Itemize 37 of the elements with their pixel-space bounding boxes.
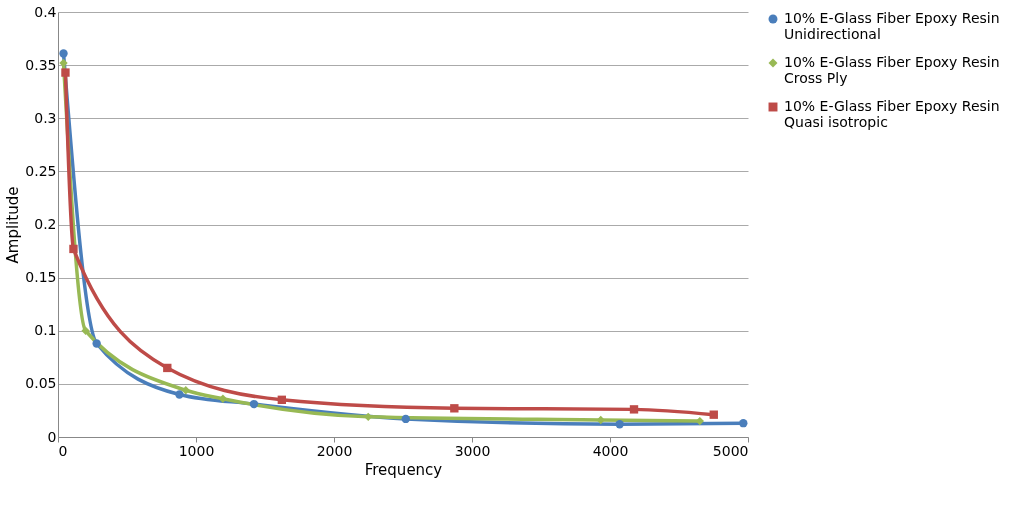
point (615, 420, 624, 429)
point (61, 68, 70, 77)
point (739, 419, 748, 428)
x-tick-label: 0 (58, 442, 68, 459)
point (59, 49, 68, 58)
legend-label: 10% E-Glass Fiber Epoxy Resin Unidirectional (784, 10, 1000, 42)
point (218, 394, 228, 403)
point (709, 410, 718, 419)
point (92, 339, 101, 348)
legend-label: 10% E-Glass Fiber Epoxy Resin Cross Ply (784, 54, 1000, 86)
point (249, 399, 259, 409)
y-tick-label: 0.35 (25, 56, 57, 73)
y-tick-label: 0 (47, 428, 57, 445)
point (277, 395, 287, 404)
x-tick-label: 3000 (454, 442, 491, 459)
y-tick-label: 0.3 (34, 109, 57, 126)
y-tick-label: 0.4 (34, 3, 57, 20)
point (181, 386, 190, 395)
point (163, 363, 172, 373)
legend-label: 10% E-Glass Fiber Epoxy Resin Quasi isotropic (784, 98, 1000, 130)
y-tick-label: 0.05 (25, 375, 57, 392)
x-tick-label: 2000 (316, 442, 353, 459)
y-tick-label: 0.1 (34, 322, 57, 339)
y-axis-title: Amplitude (4, 186, 23, 264)
x-tick-label: 1000 (178, 442, 215, 459)
point (450, 404, 459, 413)
point (629, 405, 639, 414)
point (175, 390, 184, 399)
point (81, 326, 90, 335)
x-axis-title: Frequency (364, 460, 443, 479)
point (69, 244, 78, 254)
y-tick-label: 0.15 (25, 269, 57, 286)
x-tick-label: 4000 (592, 442, 629, 459)
y-tick-label: 0.2 (34, 216, 57, 232)
y-tick-label: 0.25 (25, 162, 57, 179)
point (401, 414, 410, 424)
x-tick-label: 5000 (712, 442, 749, 459)
